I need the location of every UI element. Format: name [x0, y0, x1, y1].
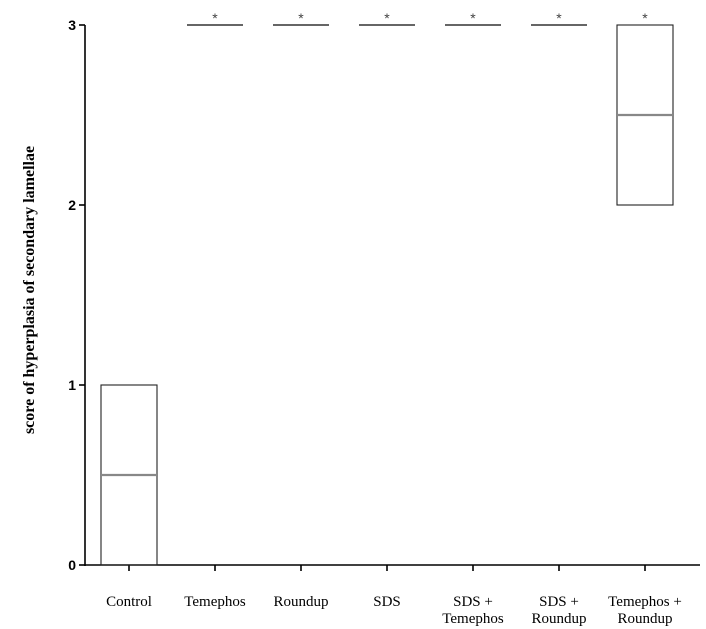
x-tick-label-line: Control [106, 594, 152, 610]
significance-marks: * * * * * * [212, 10, 648, 26]
x-tick-label-line: SDS + [453, 594, 493, 610]
y-axis-label: score of hyperplasia of secondary lamell… [21, 146, 38, 434]
x-tick-label: Roundup [273, 594, 328, 610]
significance-marker: * [556, 10, 562, 26]
x-tick-label-line: Temephos [442, 611, 504, 627]
x-tick-label-line: Roundup [617, 611, 672, 627]
x-tick-label-line: Roundup [531, 611, 586, 627]
x-ticks: Control Temephos Roundup SDS SDS + TemephosSD… [106, 565, 682, 627]
significance-marker: * [470, 10, 476, 26]
x-tick-label-line: Temephos [184, 594, 246, 610]
y-tick-label: 2 [68, 197, 76, 213]
x-tick-label: Temephos + Roundup [608, 594, 682, 627]
x-tick-label-line: SDS + [539, 594, 579, 610]
x-tick-label-line: Roundup [273, 594, 328, 610]
significance-marker: * [212, 10, 218, 26]
x-tick-label: SDS [373, 594, 401, 610]
y-tick-label: 1 [68, 377, 76, 393]
x-tick-label-line: Temephos + [608, 594, 682, 610]
boxes [100, 24, 674, 566]
x-tick-label: SDS + Roundup [531, 594, 586, 627]
significance-marker: * [384, 10, 390, 26]
x-tick-label: SDS + Temephos [442, 594, 504, 627]
significance-marker: * [642, 10, 648, 26]
y-ticks: 0 1 2 3 [68, 17, 85, 573]
y-tick-label: 3 [68, 17, 76, 33]
x-tick-label: Temephos [184, 594, 246, 610]
significance-marker: * [298, 10, 304, 26]
x-tick-label-line: SDS [373, 594, 401, 610]
x-tick-label: Control [106, 594, 152, 610]
y-tick-label: 0 [68, 557, 76, 573]
axes [84, 25, 700, 566]
